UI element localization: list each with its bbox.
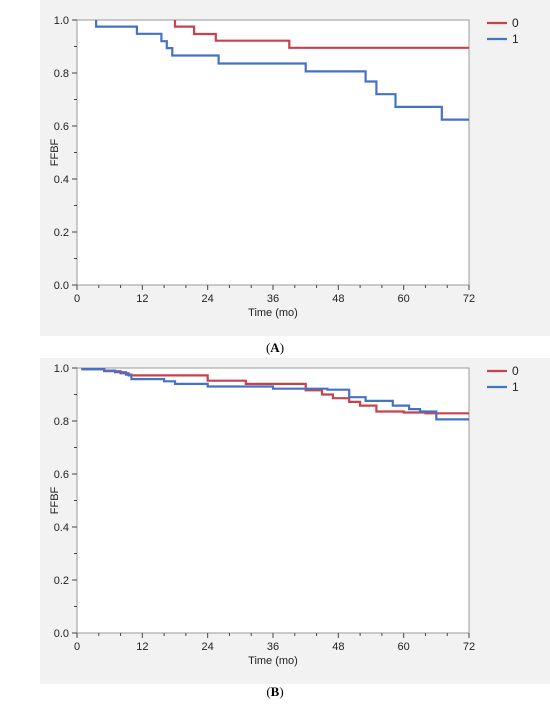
km-chart-b: 0.0 0.2 0.4 0.6 0.8 1.0 0 12 24 36 48 60 72 Time (mo)… — [49, 363, 519, 667]
y-tick-label: 0.4 — [54, 174, 69, 186]
series-line-0 — [173, 20, 469, 49]
chart-panel-b: 0.0 0.2 0.4 0.6 0.8 1.0 0 12 24 36 48 60 72 Time (mo)… — [0, 358, 550, 684]
x-tick-label: 12 — [136, 293, 148, 305]
chart-panel-a: 0.0 0.2 0.4 0.6 0.8 1.0 0 12 24 36 48 60 72 Time (mo)… — [0, 0, 550, 340]
y-tick-label: 0.8 — [54, 68, 69, 80]
series-line-1 — [81, 368, 469, 421]
legend-label-1: 1 — [512, 380, 519, 394]
x-tick-label: 60 — [398, 641, 410, 653]
y-axis-title: FFBF — [49, 486, 61, 514]
x-axis-title: Time (mo) — [248, 307, 298, 319]
x-tick-label: 36 — [267, 293, 279, 305]
legend-label-0: 0 — [512, 16, 519, 30]
x-tick-label: 0 — [74, 641, 80, 653]
y-tick-label: 0.0 — [54, 280, 69, 292]
x-tick-label: 36 — [267, 641, 279, 653]
x-axis-title: Time (mo) — [248, 655, 298, 667]
panel-caption-b: (B) — [266, 684, 284, 699]
y-tick-label: 0.8 — [54, 416, 69, 428]
y-tick-label: 1.0 — [54, 363, 69, 375]
y-tick-label: 0.6 — [54, 121, 69, 133]
x-tick-label: 60 — [398, 293, 410, 305]
panel-caption-a: (A) — [265, 340, 285, 355]
y-axis-title: FFBF — [49, 138, 61, 166]
y-tick-label: 0.2 — [54, 575, 69, 587]
x-tick-label: 24 — [202, 293, 214, 305]
legend-label-1: 1 — [512, 32, 519, 46]
legend-label-0: 0 — [512, 364, 519, 378]
series-line-1 — [94, 20, 469, 121]
x-tick-label: 12 — [136, 641, 148, 653]
y-tick-label: 0.4 — [54, 522, 69, 534]
x-tick-label: 48 — [332, 293, 344, 305]
x-tick-label: 24 — [202, 641, 214, 653]
km-chart-a: 0.0 0.2 0.4 0.6 0.8 1.0 0 12 24 36 48 60 72 Time (mo)… — [49, 15, 519, 319]
x-tick-label: 48 — [332, 641, 344, 653]
y-tick-label: 0.6 — [54, 469, 69, 481]
plot-area — [76, 19, 470, 286]
panel-label-a: A — [270, 340, 280, 355]
y-tick-label: 0.2 — [54, 227, 69, 239]
x-tick-label: 0 — [74, 293, 80, 305]
x-tick-label: 72 — [463, 293, 475, 305]
y-tick-label: 1.0 — [54, 15, 69, 27]
x-tick-label: 72 — [463, 641, 475, 653]
panel-label-b: B — [270, 684, 280, 699]
y-tick-label: 0.0 — [54, 628, 69, 640]
